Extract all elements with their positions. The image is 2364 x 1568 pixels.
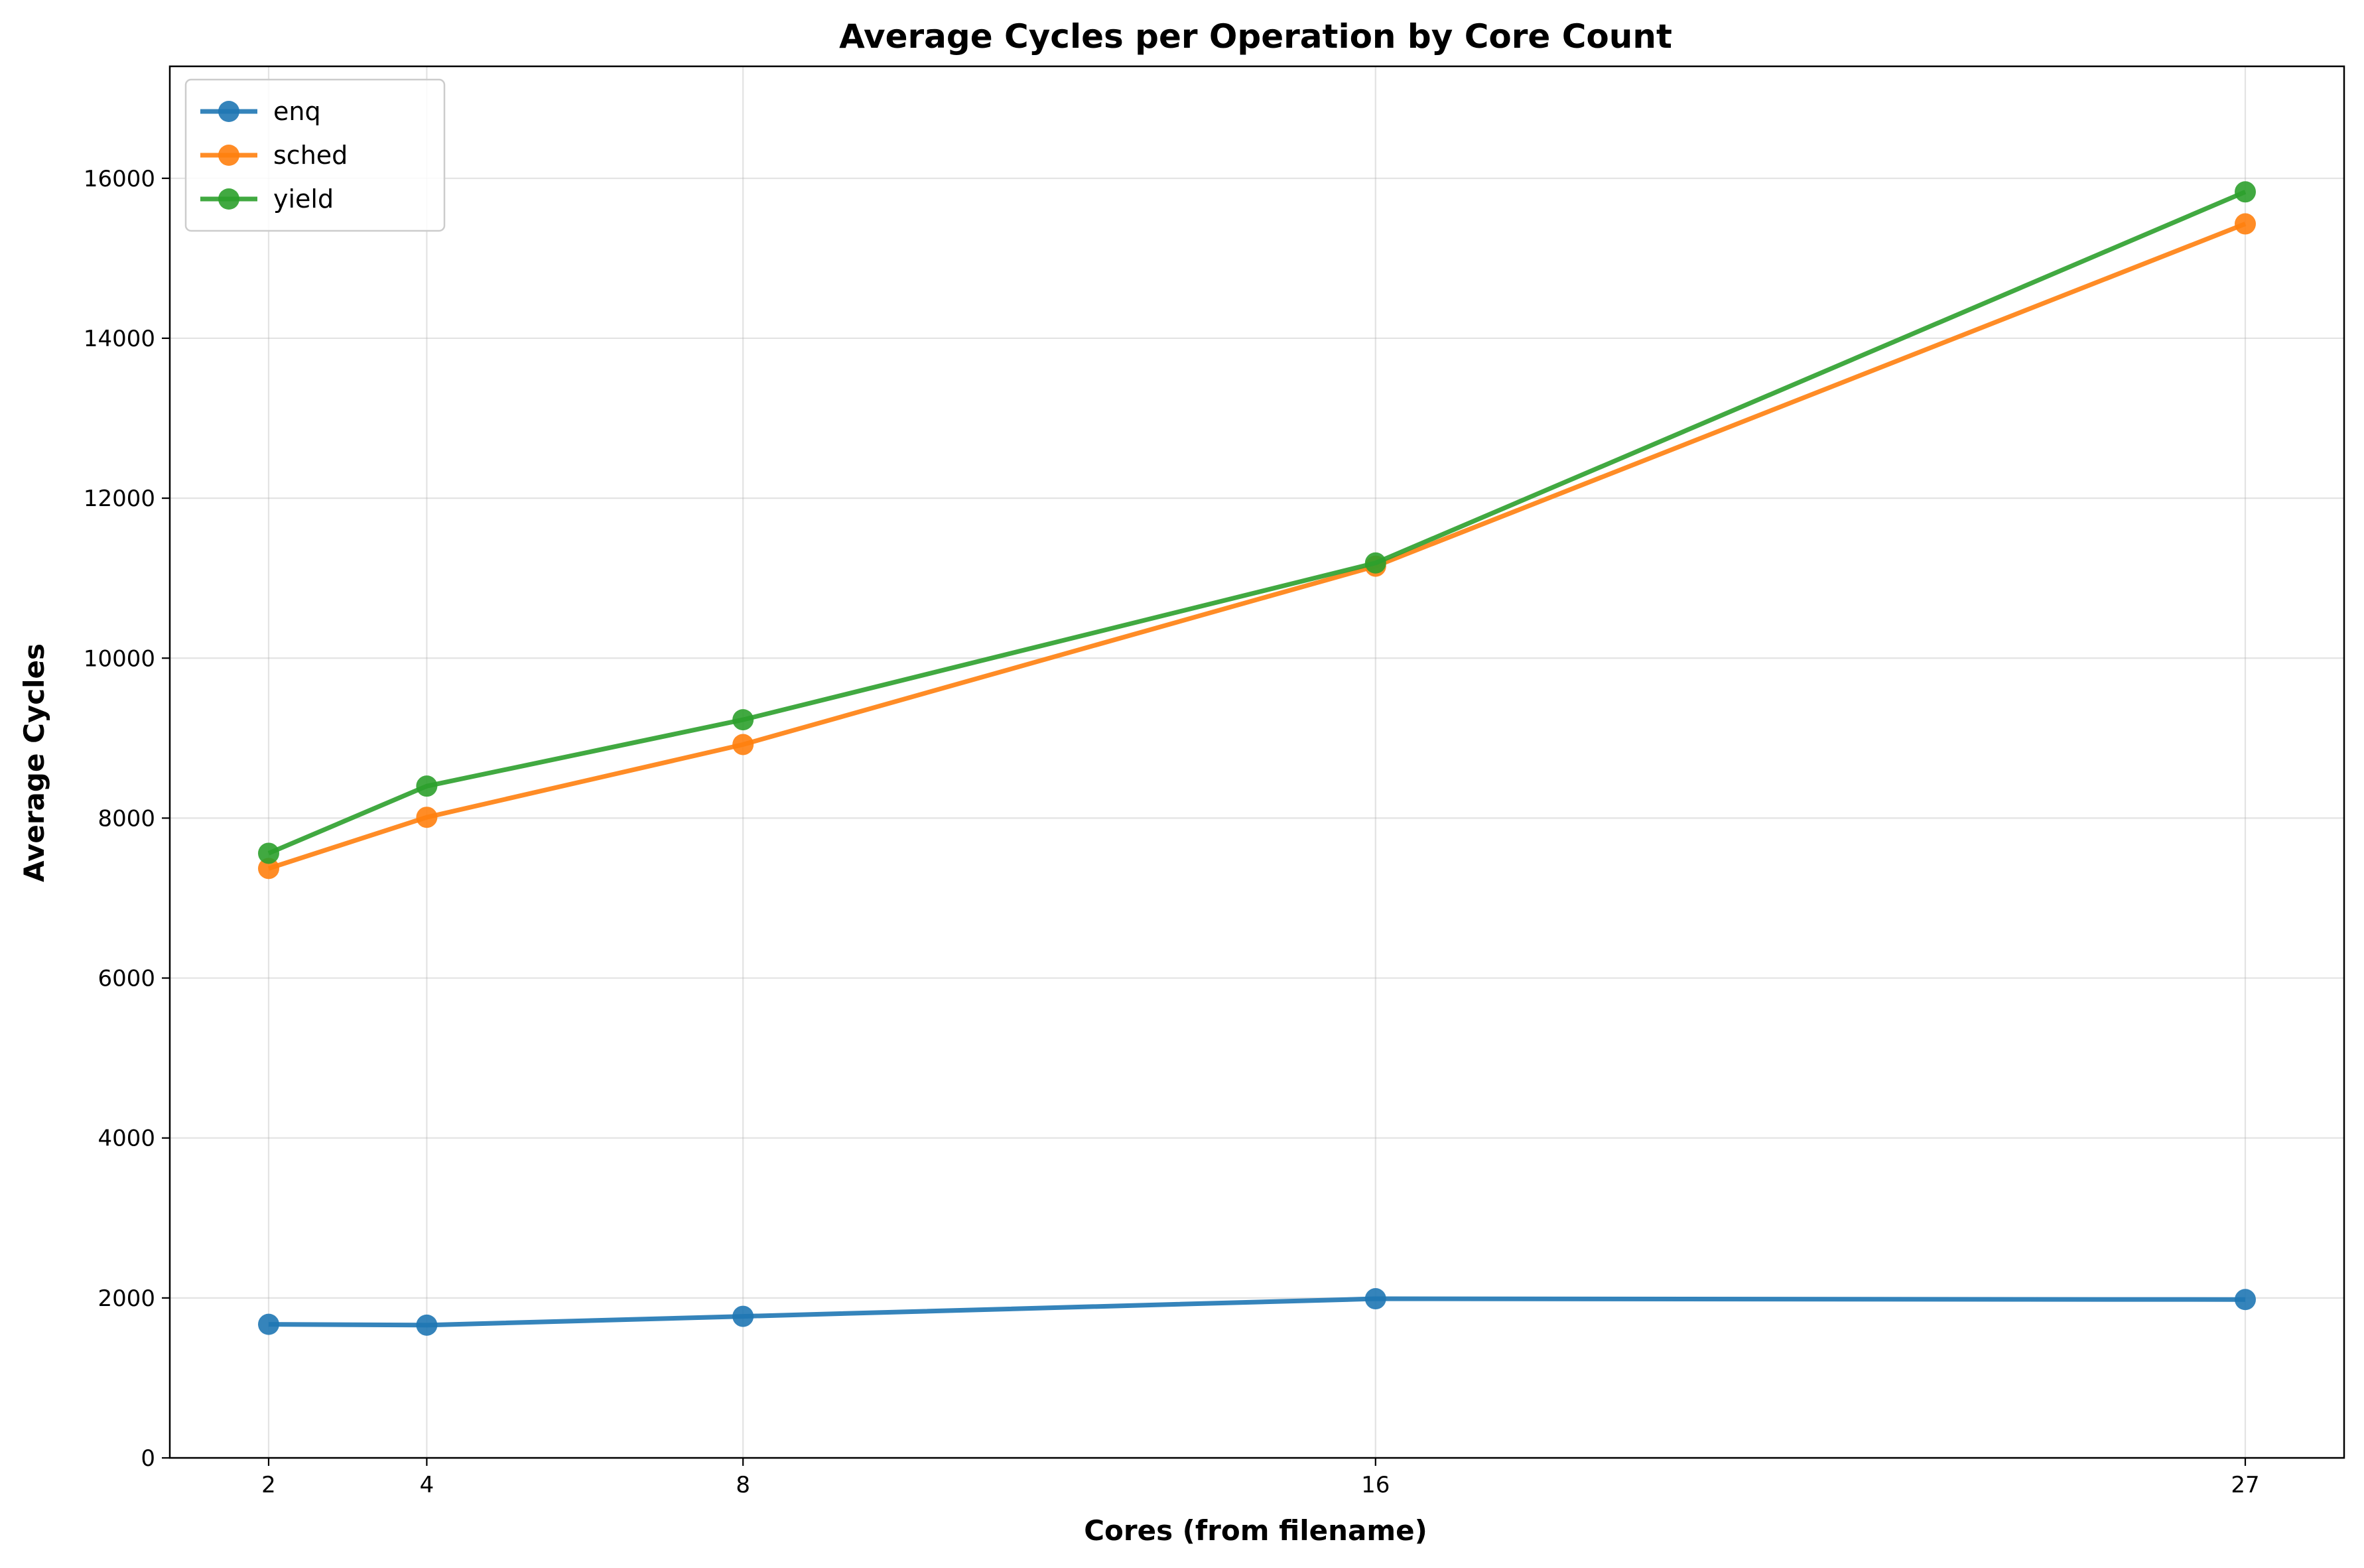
series-enq [258, 1288, 2256, 1336]
data-point-sched [416, 807, 438, 828]
legend-label-sched: sched [273, 141, 348, 170]
series-yield [258, 181, 2256, 864]
data-point-enq [2235, 1289, 2256, 1311]
y-axis-label: Average Cycles [18, 643, 50, 882]
plot-frame [168, 65, 2345, 1459]
legend: enq sched yield [184, 78, 446, 232]
legend-box [184, 78, 446, 232]
data-point-yield [2235, 181, 2256, 203]
x-axis-label: Cores (from filename) [1084, 1514, 1427, 1547]
y-tick-label: 14000 [84, 326, 155, 352]
y-tick-label: 16000 [84, 166, 155, 192]
data-point-sched [2235, 213, 2256, 235]
y-tick-label: 8000 [98, 805, 155, 832]
data-point-sched [732, 734, 754, 755]
chart-title: Average Cycles per Operation by Core Cou… [839, 17, 1672, 56]
y-tick-label: 12000 [84, 486, 155, 512]
data-point-enq [258, 1313, 279, 1335]
y-tick-label: 10000 [84, 645, 155, 672]
x-tick-label: 4 [420, 1472, 434, 1498]
y-tick-label: 6000 [98, 966, 155, 992]
legend-marker-enq [218, 101, 239, 122]
data-point-enq [732, 1305, 754, 1327]
x-tick-label: 27 [2231, 1472, 2259, 1498]
data-point-yield [416, 775, 438, 797]
data-point-yield [1364, 552, 1386, 574]
legend-marker-yield [218, 188, 239, 210]
y-tick-label: 4000 [98, 1126, 155, 1152]
x-tick-label: 16 [1361, 1472, 1390, 1498]
data-point-enq [1364, 1288, 1386, 1310]
legend-label-enq: enq [273, 97, 321, 126]
x-tick-label: 8 [736, 1472, 750, 1498]
x-tick-label: 2 [261, 1472, 276, 1498]
series-layer [258, 181, 2256, 1336]
data-point-sched [258, 858, 279, 880]
ticks: 2 4 8 16 27 0 2000 4000 6000 8000 10000 12000 14000 1… [84, 166, 2260, 1498]
y-tick-label: 0 [141, 1445, 155, 1472]
data-point-enq [416, 1314, 438, 1336]
legend-marker-sched [218, 145, 239, 166]
data-point-yield [732, 709, 754, 731]
legend-label-yield: yield [273, 184, 334, 214]
y-tick-label: 2000 [98, 1285, 155, 1312]
data-point-yield [258, 842, 279, 864]
